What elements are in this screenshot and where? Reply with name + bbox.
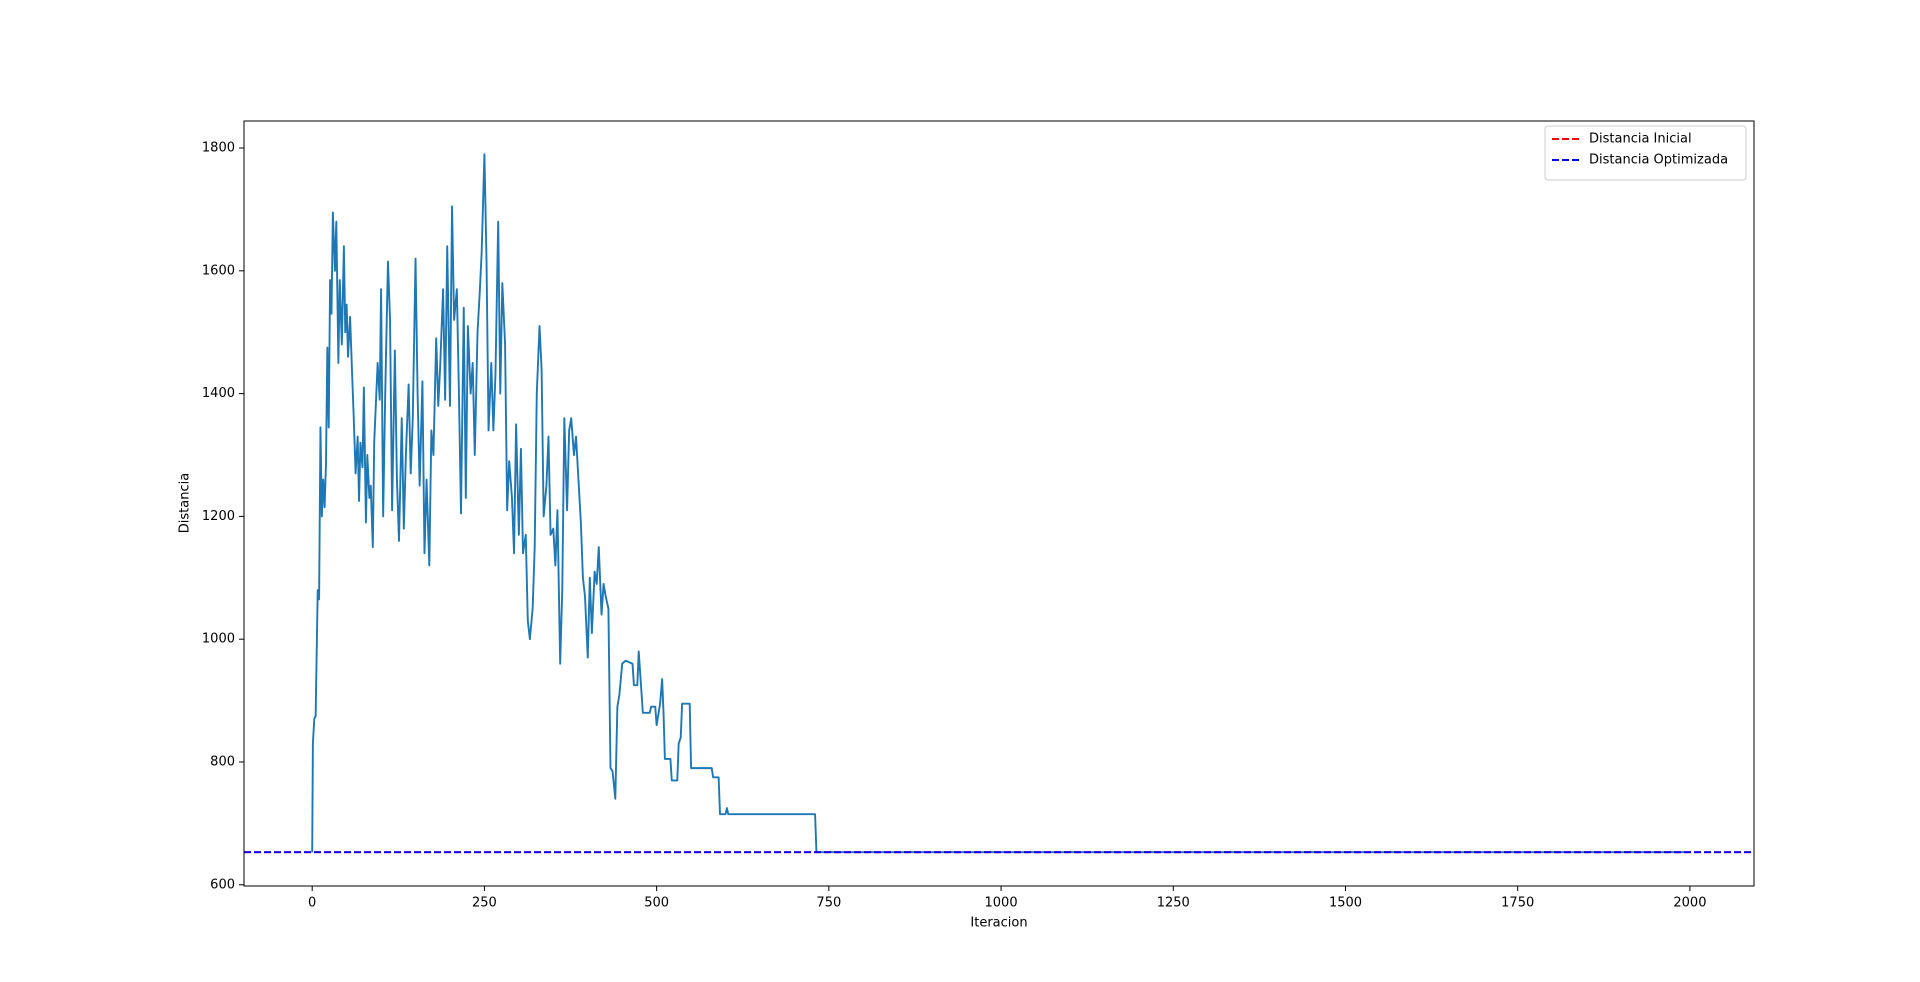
legend-box <box>1544 125 1747 181</box>
data-line <box>311 153 1690 854</box>
x-tick-label: 750 <box>816 896 841 911</box>
x-tick-label: 1000 <box>985 896 1018 911</box>
y-tick-label: 1400 <box>202 386 235 401</box>
y-tick-label: 600 <box>210 877 235 892</box>
x-tick-label: 1250 <box>1157 896 1190 911</box>
y-tick-label: 1600 <box>202 263 235 278</box>
x-tick-label: 250 <box>472 896 497 911</box>
x-tick-label: 2000 <box>1673 896 1706 911</box>
x-axis-label: Iteracion <box>970 916 1027 931</box>
y-tick-label: 1200 <box>202 509 235 524</box>
x-tick-label: 0 <box>308 896 316 911</box>
x-tick-label: 1750 <box>1501 896 1534 911</box>
x-tick-label: 1500 <box>1329 896 1362 911</box>
y-tick-label: 800 <box>210 754 235 769</box>
y-tick-label: 1000 <box>202 632 235 647</box>
plot-area <box>244 121 1754 886</box>
x-tick-label: 500 <box>644 896 669 911</box>
legend-label: Distancia Optimizada <box>1589 153 1728 168</box>
axes-frame <box>243 120 1755 887</box>
legend-label: Distancia Inicial <box>1589 132 1692 147</box>
y-axis-label: Distancia <box>178 473 193 533</box>
y-tick-label: 1800 <box>202 141 235 156</box>
plot <box>244 153 1754 854</box>
